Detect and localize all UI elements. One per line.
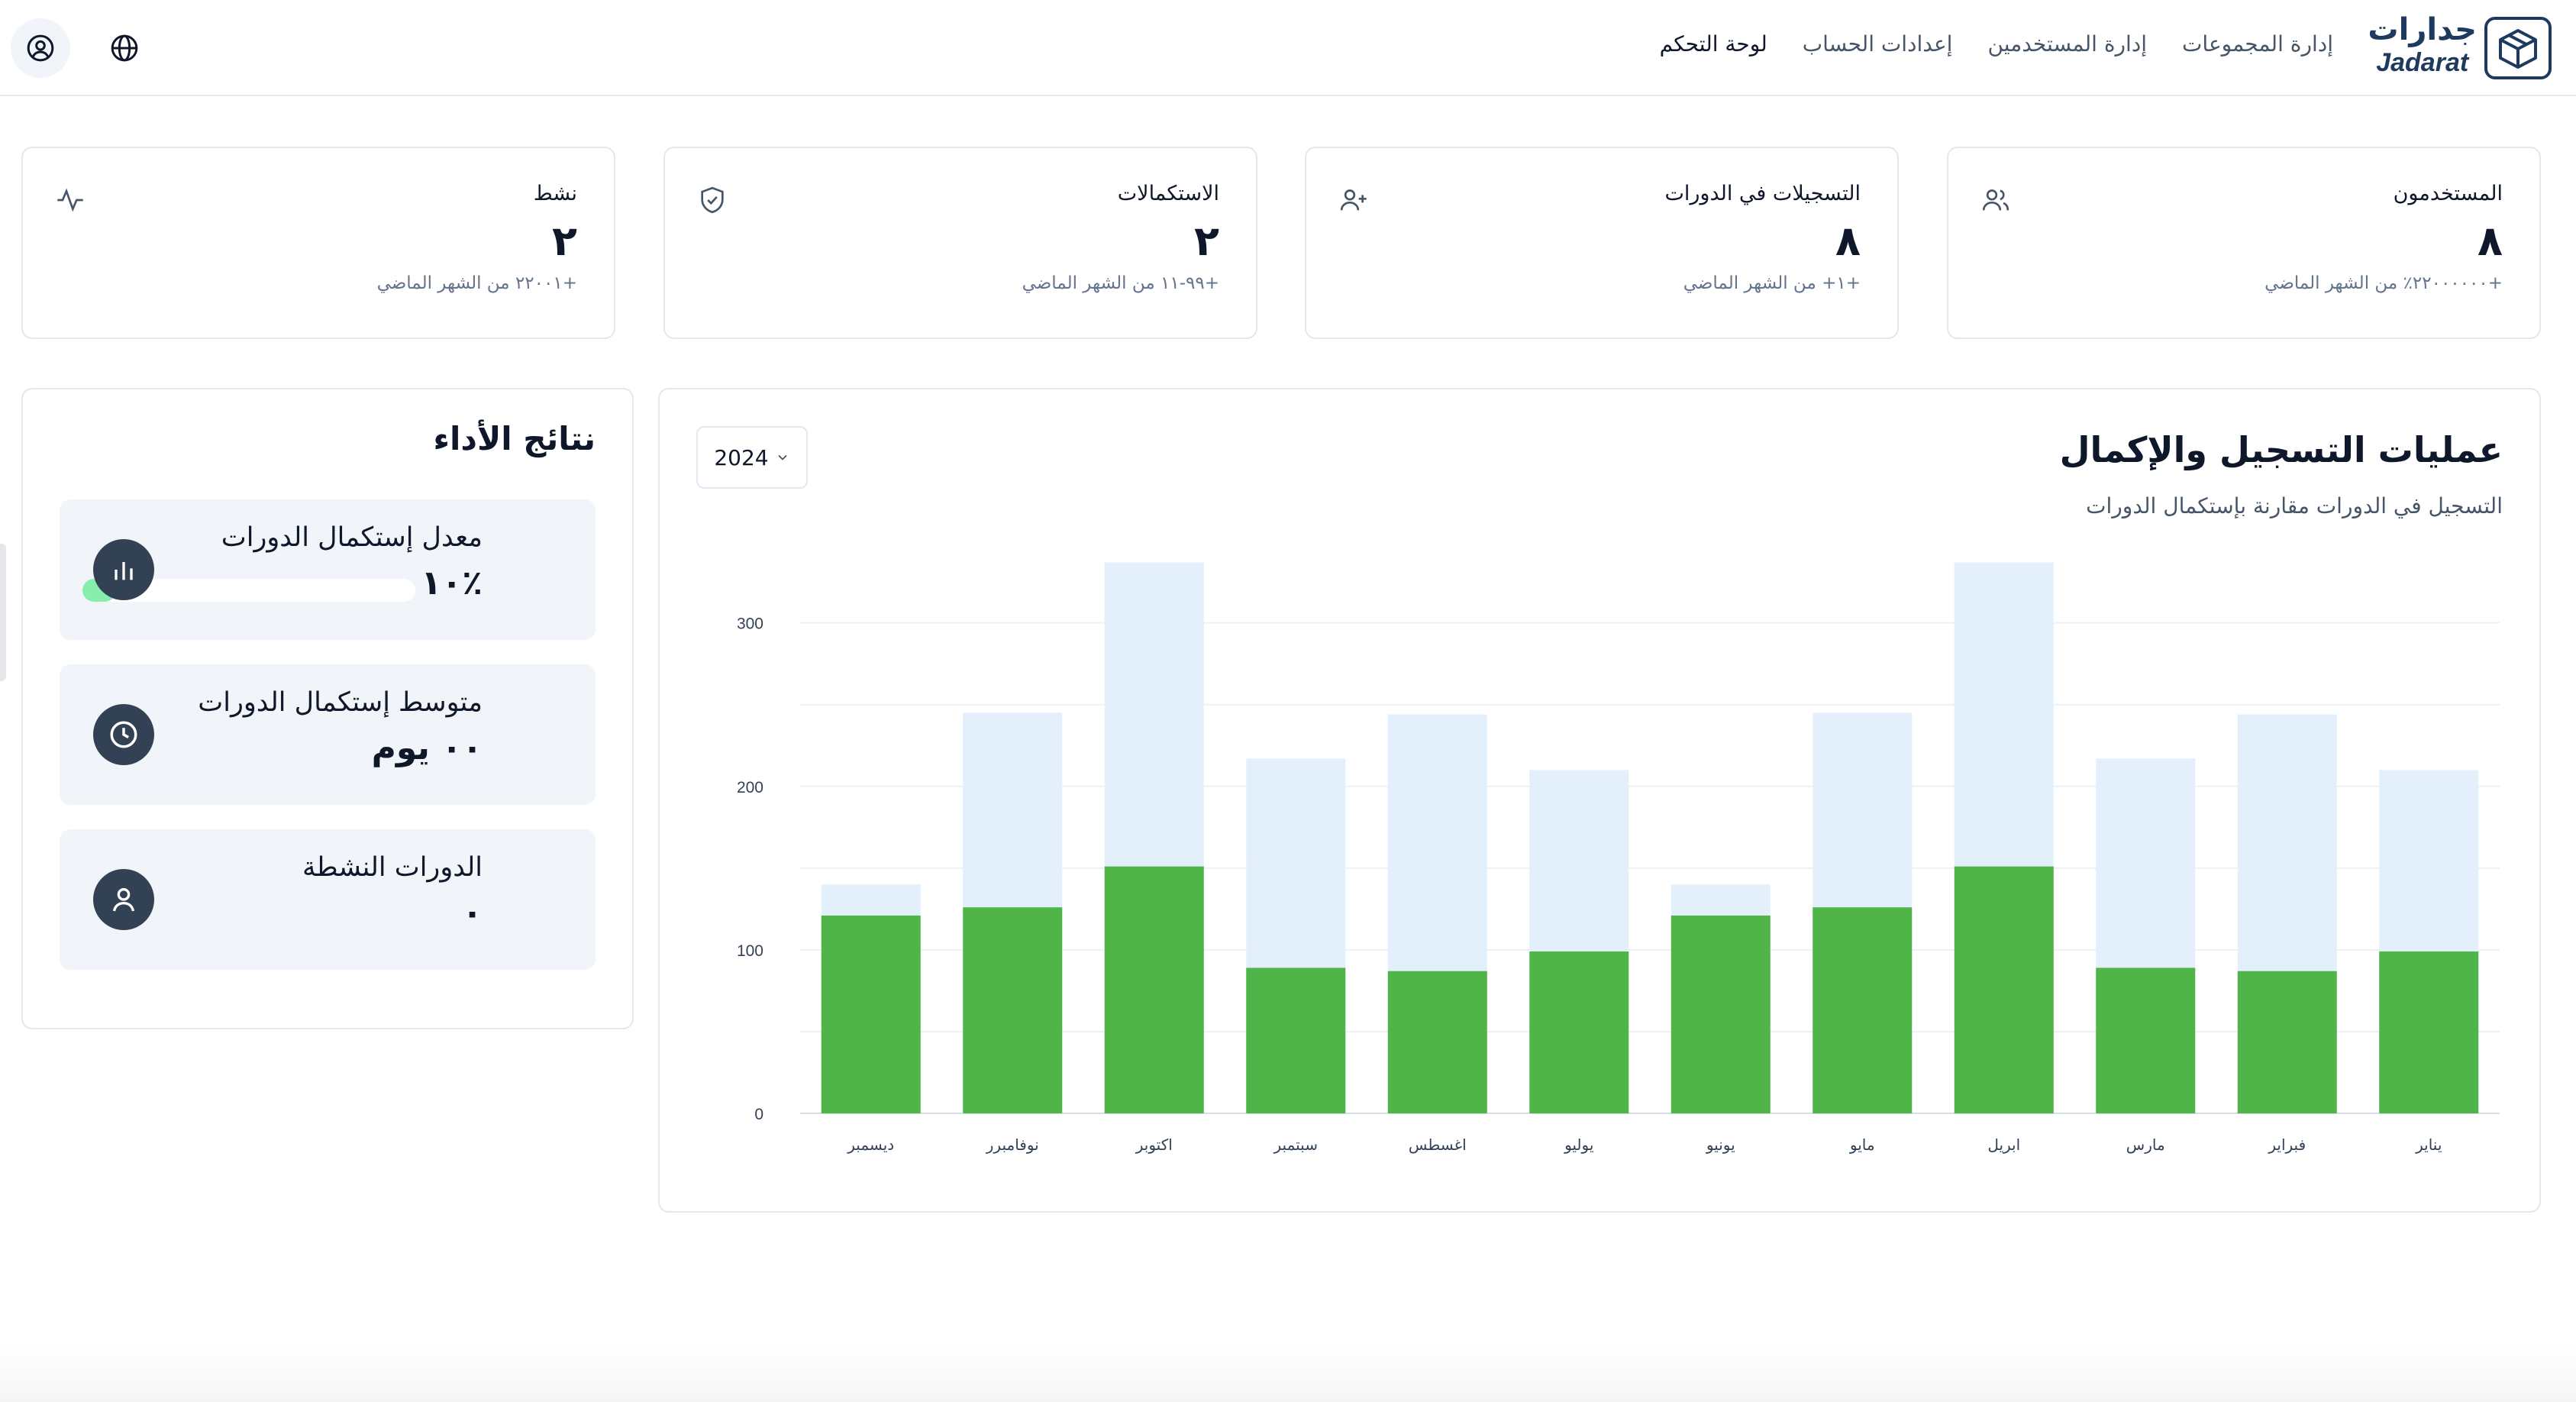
top-header: جدارات Jadarat لوحة التحكم إعدادات الحسا… [0,0,2576,96]
y-tick-label: 100 [737,942,763,960]
language-button[interactable] [95,18,154,78]
bar-chart-icon [115,562,133,580]
x-tick-label: مايو [1849,1135,1875,1154]
completed-bar [1954,866,2054,1113]
completed-bar [1529,951,1629,1113]
stat-note: +٩٩-١١ من الشهر الماضي [1022,273,1219,293]
x-tick-label: سبتمبر [1273,1135,1318,1154]
logo-wordmark[interactable]: جدارات Jadarat [2368,12,2477,78]
perf-label: الدورات النشطة [302,852,483,883]
x-tick-label: فبراير [2268,1135,2306,1154]
nav-group-management[interactable]: إدارة المجموعات [2182,31,2333,57]
completed-bar [1104,866,1204,1113]
completed-bar [1387,971,1487,1113]
x-tick-label: نوفامبرر [986,1135,1039,1154]
completed-bar [1671,915,1771,1113]
shield-check-icon [701,186,724,214]
page-footer-fade [0,1344,2576,1402]
x-tick-label: اكتوبر [1135,1135,1173,1154]
y-tick-label: 300 [737,615,763,633]
users-icon [1982,189,2009,211]
stat-note: +١+ من الشهر الماضي [1683,273,1861,293]
x-tick-label: اغسطس [1409,1135,1467,1154]
completed-bar [2237,971,2337,1113]
side-drawer-handle[interactable] [0,544,6,681]
stat-card-users: المستخدمون ٨ +٢٢٠٠٠٠٠٠٪ من الشهر الماضي [1947,147,2541,339]
stat-value: ٢ [552,217,577,265]
completed-bar [1246,968,1346,1113]
globe-icon [111,34,138,62]
stat-value: ٨ [1835,217,1861,265]
perf-label: متوسط إستكمال الدورات [198,687,483,718]
perf-value: ٠ [462,893,483,932]
enrollment-chart-panel: 0 100 200 300 ديسمبر نوفامبرر اكتوبر سبتمبر اغسط… [658,388,2541,1213]
stat-note: +٢٢٠٠١ من الشهر الماضي [376,273,577,293]
perf-badge [93,869,154,930]
x-tick-label: ديسمبر [847,1135,894,1154]
enrollment-chart: 0 100 200 300 ديسمبر نوفامبرر اكتوبر سبتمبر اغسط… [737,562,2500,1154]
x-tick-label: مارس [2126,1135,2165,1154]
perf-badge [93,539,154,600]
activity-icon [57,188,83,212]
x-tick-label: يناير [2415,1135,2442,1154]
completed-bar [1813,907,1913,1113]
perf-item-active-courses: الدورات النشطة ٠ [60,829,596,970]
year-select-value: 2024 [714,444,769,470]
nav-dashboard[interactable]: لوحة التحكم [1659,31,1767,57]
stat-title: الاستكمالات [1117,182,1219,205]
main-nav: لوحة التحكم إعدادات الحساب إدارة المستخد… [1660,27,2333,61]
clock-icon [110,721,137,748]
logo-arabic: جدارات [2368,12,2477,47]
logo-icon[interactable] [2484,17,2552,79]
completed-bar [821,915,921,1113]
logo-english: Jadarat [2376,48,2469,77]
nav-account-settings[interactable]: إعدادات الحساب [1802,31,1953,57]
performance-panel: نتائج الأداء معدل إستكمال الدورات ٪١٠ مت… [21,388,634,1029]
perf-item-avg-completion: متوسط إستكمال الدورات ٠٠ يوم [60,664,596,805]
stat-card-enrollments: التسجيلات في الدورات ٨ +١+ من الشهر الما… [1305,147,1899,339]
x-tick-label: ابريل [1987,1135,2020,1154]
y-tick-label: 0 [754,1106,763,1123]
perf-value: ٪١٠ [421,564,483,602]
perf-value: ٠٠ يوم [371,728,483,767]
x-tick-label: يونيو [1706,1135,1735,1154]
stat-title: المستخدمون [2393,182,2503,205]
x-tick-label: يوليو [1564,1135,1593,1154]
performance-title: نتائج الأداء [433,420,596,457]
stat-card-active: نشط ٢ +٢٢٠٠١ من الشهر الماضي [21,147,615,339]
stat-title: التسجيلات في الدورات [1664,182,1861,205]
perf-item-completion-rate: معدل إستكمال الدورات ٪١٠ [60,499,596,640]
y-tick-label: 200 [737,779,763,796]
completed-bar [2379,951,2479,1113]
stat-card-completions: الاستكمالات ٢ +٩٩-١١ من الشهر الماضي [663,147,1257,339]
perf-label: معدل إستكمال الدورات [221,522,483,553]
nav-user-management[interactable]: إدارة المستخدمين [1987,31,2148,57]
chart-subtitle: التسجيل في الدورات مقارنة بإستكمال الدور… [2086,493,2503,518]
year-select[interactable]: 2024 [696,426,808,489]
profile-button[interactable] [11,18,70,78]
user-circle-icon [27,34,54,62]
user-icon [112,888,135,912]
stat-value: ٢ [1194,217,1219,265]
stat-value: ٨ [2478,217,2503,265]
perf-badge [93,704,154,765]
stat-note: +٢٢٠٠٠٠٠٠٪ من الشهر الماضي [2264,273,2503,293]
chart-title: عمليات التسجيل والإكمال [2059,429,2503,470]
user-plus-icon [1340,189,1367,211]
stat-title: نشط [533,182,577,205]
completed-bar [963,907,1063,1113]
completed-bar [2096,968,2196,1113]
chevron-down-icon [777,454,787,460]
